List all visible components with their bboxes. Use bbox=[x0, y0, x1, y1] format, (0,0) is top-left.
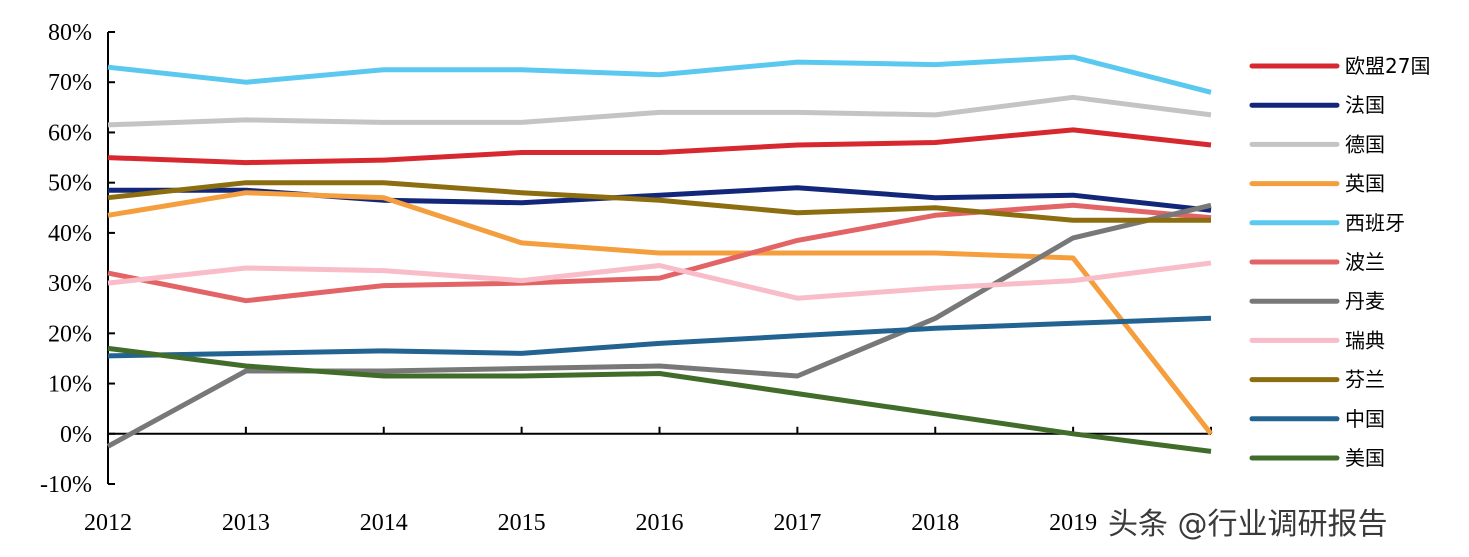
y-tick-label: 20% bbox=[48, 321, 92, 347]
series-line-2 bbox=[107, 94, 1212, 128]
axes: -10% 0% 10% 20% 30% 40% 50% 60% 70% 80% 2012 2013 20… bbox=[40, 20, 1212, 536]
series-line-3 bbox=[107, 190, 1213, 436]
y-tick-label: 30% bbox=[48, 271, 92, 297]
y-tick-label: 10% bbox=[48, 372, 92, 398]
legend-label-0: 欧盟27国 bbox=[1345, 54, 1430, 78]
x-tick-label: 2012 bbox=[84, 510, 132, 536]
series-line-8 bbox=[107, 180, 1211, 223]
y-tick-label: 50% bbox=[48, 171, 92, 197]
x-tick-label: 2017 bbox=[773, 510, 821, 536]
legend-label-3: 英国 bbox=[1345, 172, 1385, 196]
legend-label-1: 法国 bbox=[1345, 93, 1385, 117]
series-line-5 bbox=[107, 202, 1212, 304]
y-tick-label: -10% bbox=[40, 472, 92, 498]
legend-label-7: 瑞典 bbox=[1345, 328, 1385, 352]
series-lines bbox=[106, 54, 1213, 454]
series-line-4 bbox=[107, 54, 1212, 95]
legend-label-2: 德国 bbox=[1345, 132, 1385, 156]
x-tick-label: 2014 bbox=[360, 510, 408, 536]
y-tick-label: 80% bbox=[48, 20, 92, 46]
x-tick-label: 2018 bbox=[911, 510, 959, 536]
y-tick-label: 0% bbox=[60, 422, 92, 448]
watermark: 头条 @行业调研报告 bbox=[1108, 507, 1388, 542]
y-tick-label: 40% bbox=[48, 221, 92, 247]
series-line-10 bbox=[107, 345, 1212, 454]
x-tick-label: 2013 bbox=[222, 510, 270, 536]
legend-label-5: 波兰 bbox=[1345, 250, 1385, 274]
series-line-7 bbox=[107, 260, 1212, 301]
series-line-0 bbox=[107, 127, 1212, 166]
legend-label-8: 芬兰 bbox=[1345, 368, 1385, 392]
x-tick-label: 2016 bbox=[636, 510, 684, 536]
x-tick-label: 2015 bbox=[498, 510, 546, 536]
legend-label-9: 中国 bbox=[1345, 407, 1385, 431]
y-tick-label: 70% bbox=[48, 70, 92, 96]
legend-label-4: 西班牙 bbox=[1345, 211, 1405, 235]
y-tick-label: 60% bbox=[48, 120, 92, 146]
x-tick-label: 2019 bbox=[1049, 510, 1097, 536]
legend-label-6: 丹麦 bbox=[1345, 289, 1385, 313]
series-line-9 bbox=[107, 315, 1212, 359]
legend-label-10: 美国 bbox=[1345, 446, 1385, 470]
